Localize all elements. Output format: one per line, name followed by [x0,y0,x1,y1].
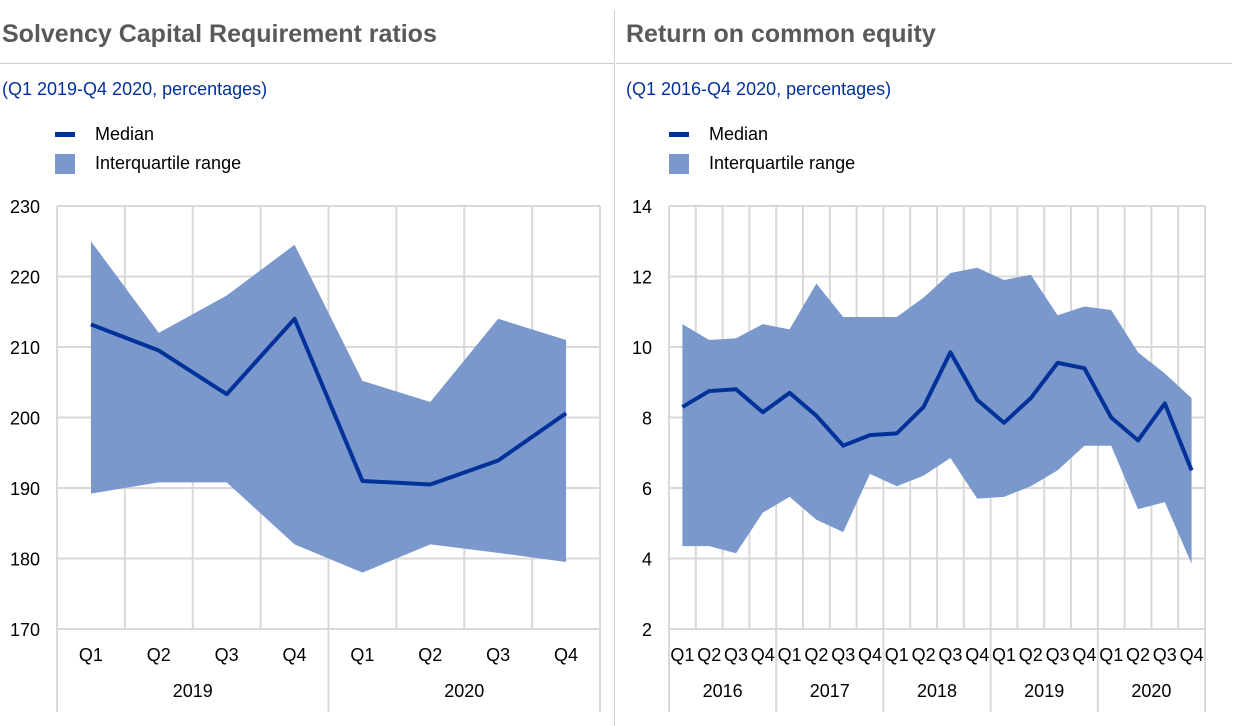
y-tick-label: 190 [10,479,40,499]
left-chart-subtitle: (Q1 2019-Q4 2020, percentages) [2,79,268,99]
y-tick-label: 14 [632,197,652,217]
x-year-label: 2017 [810,681,850,701]
x-tick-label: Q1 [79,645,103,665]
x-tick-label: Q4 [858,645,882,665]
x-tick-label: Q1 [350,645,374,665]
right-legend-median: Median [669,124,768,145]
x-tick-label: Q1 [778,645,802,665]
x-tick-label: Q4 [965,645,989,665]
median-line-swatch [669,132,689,137]
legend-label: Median [709,124,769,144]
x-year-label: 2019 [173,681,213,701]
x-tick-label: Q2 [1126,645,1150,665]
y-tick-label: 6 [642,479,652,499]
x-year-label: 2020 [1131,681,1171,701]
left-legend-median: Median [55,124,154,145]
legend-label: Interquartile range [95,153,242,173]
y-tick-label: 2 [642,620,652,640]
y-tick-label: 170 [10,620,40,640]
x-tick-label: Q3 [486,645,510,665]
x-tick-label: Q1 [885,645,909,665]
x-tick-label: Q1 [670,645,694,665]
right-title-rule [616,63,1232,64]
x-year-label: 2018 [917,681,957,701]
x-tick-label: Q4 [751,645,775,665]
legend-label: Interquartile range [709,153,856,173]
median-line-swatch [55,132,75,137]
left-title-rule [0,63,614,64]
y-tick-label: 230 [10,197,40,217]
x-tick-label: Q3 [724,645,748,665]
x-tick-label: Q1 [1099,645,1123,665]
left-legend-iqr: Interquartile range [55,153,241,174]
x-tick-label: Q4 [1072,645,1096,665]
x-tick-label: Q2 [697,645,721,665]
x-tick-label: Q3 [1153,645,1177,665]
median-line [681,350,1194,472]
legend-label: Median [95,124,155,144]
iqr-area-swatch [55,153,75,174]
y-tick-label: 4 [642,550,652,570]
x-tick-label: Q2 [418,645,442,665]
y-tick-label: 12 [632,268,652,288]
x-tick-label: Q4 [283,645,307,665]
left-chart-title: Solvency Capital Requirement ratios [2,20,437,48]
x-year-label: 2020 [444,681,484,701]
x-tick-label: Q2 [912,645,936,665]
left-chart-plot: 170 180 190 200 210 220 230 Q1 Q2 Q3 Q4 Q1 Q2 Q3 Q4 201… [10,197,601,712]
y-tick-label: 200 [10,409,40,429]
x-tick-label: Q3 [938,645,962,665]
x-tick-label: Q4 [554,645,578,665]
x-tick-label: Q2 [147,645,171,665]
y-tick-label: 220 [10,268,40,288]
panel-separator [614,10,615,726]
x-tick-label: Q3 [215,645,239,665]
x-year-label: 2016 [703,681,743,701]
iqr-area [682,267,1192,564]
median-line [90,316,568,487]
y-tick-label: 180 [10,550,40,570]
x-year-label: 2019 [1024,681,1064,701]
y-tick-label: 8 [642,409,652,429]
iqr-area-swatch [669,153,689,174]
right-chart-title: Return on common equity [626,20,936,48]
x-tick-label: Q4 [1180,645,1204,665]
x-tick-label: Q3 [1046,645,1070,665]
x-tick-label: Q1 [992,645,1016,665]
x-tick-label: Q2 [1019,645,1043,665]
right-chart-subtitle: (Q1 2016-Q4 2020, percentages) [626,79,892,99]
x-tick-label: Q2 [804,645,828,665]
y-tick-label: 210 [10,338,40,358]
y-tick-label: 10 [632,338,652,358]
right-legend-iqr: Interquartile range [669,153,855,174]
x-tick-label: Q3 [831,645,855,665]
iqr-area [90,241,567,573]
